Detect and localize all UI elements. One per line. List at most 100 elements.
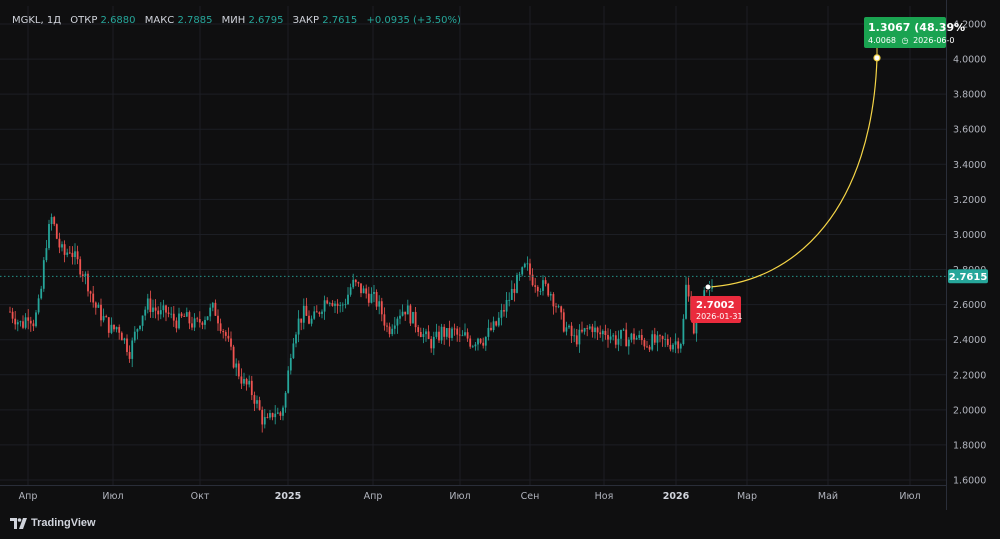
candle [386,322,388,333]
candle [9,306,11,313]
candle [453,323,456,336]
time-axis[interactable]: Апр Июл Окт 2025 Апр Июл Сен Ноя 2026 Мар Май Июл [0,485,946,503]
candle [440,323,443,344]
candle [237,360,240,380]
candle [55,223,58,240]
candle [94,301,97,315]
candle [105,314,108,318]
candle [474,342,477,351]
candle [638,330,641,341]
candle [500,303,503,326]
time-tick-label: Май [818,491,838,502]
price-tick-label: 3.8000 [953,90,986,101]
candles [9,213,713,433]
candle [594,320,596,339]
candle [456,325,459,342]
candle [461,330,464,337]
candle [347,287,349,306]
candle [625,322,628,347]
price-tick-label: 3.0000 [953,230,986,241]
tradingview-logo-icon [10,517,27,529]
candle [664,332,667,348]
price-tick-label: 4.2000 [953,20,986,31]
candle [677,337,680,354]
candle [607,328,609,348]
candle [198,311,201,328]
price-chart[interactable]: 4.2000 4.0000 3.8000 3.6000 3.4000 3.2000 3.00… [0,0,1000,510]
candle [123,337,126,344]
open-value: 2.6880 [101,15,136,26]
candle [113,324,115,332]
time-tick-label: Июл [102,491,123,502]
candle [24,313,27,330]
low-value: 2.6795 [248,15,283,26]
projection-start-point[interactable] [704,283,712,291]
candle [110,317,113,335]
candle [27,309,30,330]
candle [513,283,516,302]
candle [529,258,531,281]
candle [256,395,258,409]
candle [627,337,630,355]
candle [685,276,687,320]
candle [84,271,87,285]
candle [516,272,518,294]
candle [162,299,165,318]
candle [178,307,180,330]
candle [201,321,204,330]
candle [97,302,100,308]
candle [445,328,448,340]
candle [609,329,612,344]
chart-background [0,0,1000,510]
candle [211,301,214,312]
candle [412,311,414,324]
candle [11,307,14,324]
projection-curve[interactable] [704,48,881,291]
candle [659,334,661,343]
candle [222,328,225,339]
tradingview-logo[interactable]: TradingView [10,517,96,529]
candle [61,241,63,252]
candle [482,337,485,349]
candle [131,337,134,368]
candle [458,327,461,343]
candle [479,338,482,345]
candle [586,325,589,337]
candle [451,326,453,341]
candle [651,330,654,352]
candle [370,287,373,304]
open-label: ОТКР [70,15,97,26]
candle [295,331,297,348]
candle [107,317,110,338]
candle [172,306,175,327]
candle [170,306,173,319]
candle [523,262,526,269]
candle [45,239,48,263]
candle [269,410,271,420]
time-tick-label: Ноя [595,491,614,502]
candle [591,323,594,338]
candle [357,281,360,287]
candle [310,315,313,327]
projection-end-point[interactable] [873,54,881,62]
candle [578,324,581,353]
candle [284,390,287,413]
close-label: ЗАКР [293,15,319,26]
brand-name: TradingView [31,517,96,529]
candle [35,309,37,328]
candle [661,335,664,347]
candle [365,284,368,299]
change-value: +0.0935 (+3.50%) [366,15,461,26]
candle [183,313,186,318]
candle [534,278,537,293]
candle [79,256,82,278]
candle [282,405,284,421]
candle [245,377,248,391]
candle [159,302,162,320]
candle [243,372,245,387]
candle [336,299,339,314]
candle [217,309,219,331]
candle [214,299,217,317]
candle [152,299,154,318]
